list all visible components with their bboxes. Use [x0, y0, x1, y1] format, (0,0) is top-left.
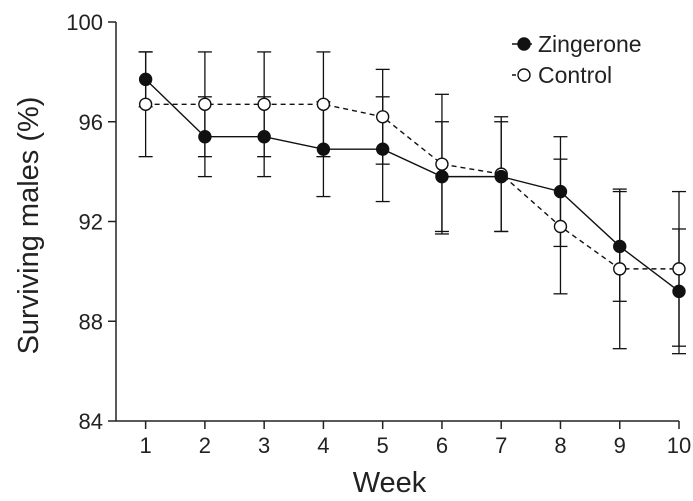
zingerone-data-point [377, 143, 389, 155]
x-axis-title: Week [353, 467, 427, 499]
control-data-point [140, 98, 152, 110]
control-data-point [436, 158, 448, 170]
x-tick-label: 6 [436, 433, 448, 458]
series-lines [146, 79, 679, 291]
y-tick-label: 100 [66, 10, 103, 35]
legend: Zingerone Control [512, 31, 642, 88]
x-tick-label: 9 [614, 433, 626, 458]
zingerone-legend-label: Zingerone [538, 31, 642, 57]
zingerone-data-point [317, 143, 329, 155]
x-tick-label: 3 [258, 433, 270, 458]
x-tick-label: 7 [495, 433, 507, 458]
zingerone-series-line [146, 79, 679, 291]
zingerone-legend-marker [518, 38, 530, 50]
y-axis-title: Surviving males (%) [13, 97, 45, 355]
zingerone-data-point [673, 285, 685, 297]
y-tick-label: 96 [79, 110, 103, 135]
x-tick-label: 4 [317, 433, 329, 458]
x-tick-label: 8 [554, 433, 566, 458]
control-data-point [258, 98, 270, 110]
zingerone-data-point [554, 186, 566, 198]
control-data-point [199, 98, 211, 110]
zingerone-data-point [199, 131, 211, 143]
y-tick-label: 88 [79, 309, 103, 334]
x-tick-label: 10 [667, 433, 691, 458]
zingerone-data-point [495, 171, 507, 183]
x-tick-label: 2 [199, 433, 211, 458]
zingerone-data-point [436, 171, 448, 183]
control-data-point [554, 220, 566, 232]
control-legend-marker [518, 69, 530, 81]
y-tick-label: 92 [79, 210, 103, 235]
control-data-point [317, 98, 329, 110]
x-tick-label: 5 [377, 433, 389, 458]
zingerone-data-point [614, 240, 626, 252]
error-bars [139, 52, 686, 354]
x-tick-label: 1 [140, 433, 152, 458]
control-legend-label: Control [538, 62, 612, 88]
control-data-point [614, 263, 626, 275]
zingerone-data-point [140, 73, 152, 85]
data-points [140, 73, 685, 297]
y-tick-label: 84 [79, 409, 103, 434]
control-series-line [146, 104, 679, 269]
control-data-point [673, 263, 685, 275]
control-data-point [377, 111, 389, 123]
zingerone-data-point [258, 131, 270, 143]
